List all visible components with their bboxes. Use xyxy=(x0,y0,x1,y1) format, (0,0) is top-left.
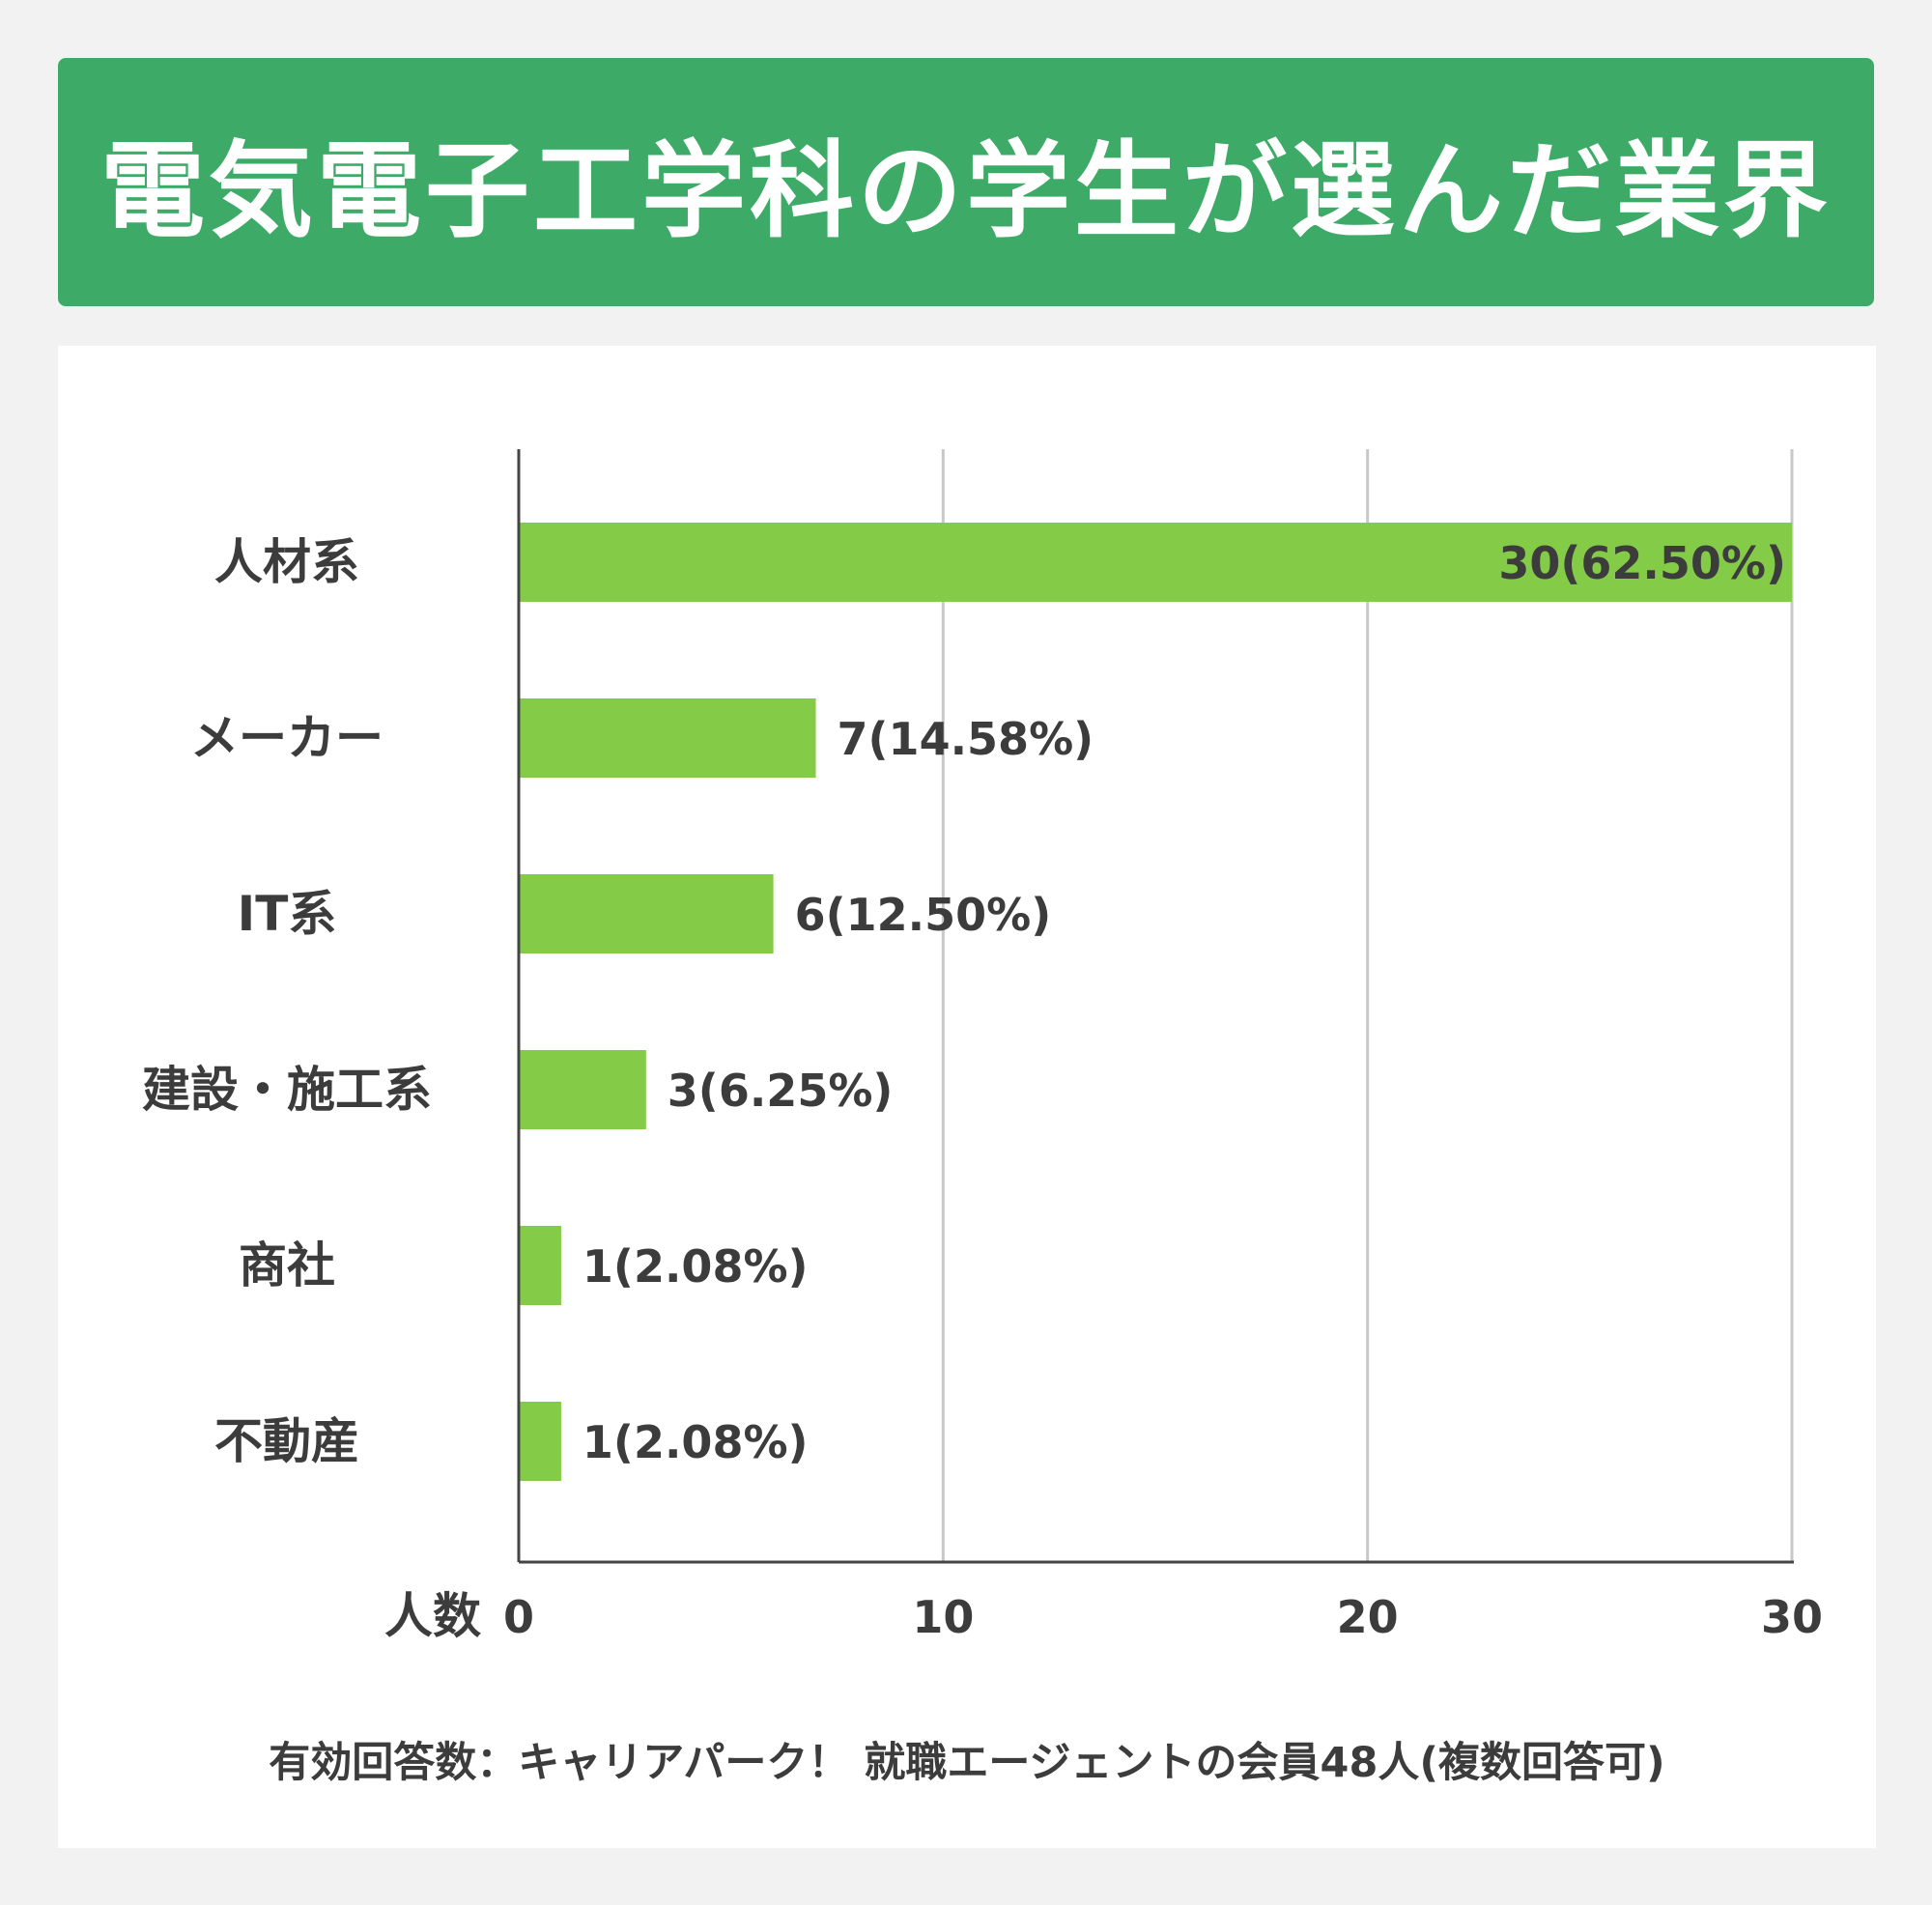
bar xyxy=(519,523,1792,602)
bar xyxy=(519,874,774,953)
category-label: メーカー xyxy=(190,710,384,766)
x-tick-label: 10 xyxy=(912,1591,974,1643)
category-label: 建設・施工系 xyxy=(142,1062,432,1118)
data-label: 7(14.58%) xyxy=(838,713,1094,765)
data-label: 1(2.08%) xyxy=(582,1416,809,1468)
data-label: 30(62.50%) xyxy=(1498,537,1786,589)
x-tick-label: 30 xyxy=(1761,1591,1823,1643)
title-banner: 電気電子工学科の学生が選んだ業界 xyxy=(58,58,1874,306)
data-label: 3(6.25%) xyxy=(668,1065,894,1117)
category-label: IT系 xyxy=(238,886,337,942)
x-tick-label: 0 xyxy=(503,1591,534,1643)
data-label: 1(2.08%) xyxy=(582,1240,809,1293)
category-label: 商社 xyxy=(239,1237,335,1294)
bar xyxy=(519,698,816,778)
footnote: 有効回答数：キャリアパーク！ 就職エージェントの会員48人(複数回答可) xyxy=(269,1739,1665,1787)
category-label: 人材系 xyxy=(214,534,359,590)
category-label: 不動産 xyxy=(214,1413,359,1469)
bar xyxy=(519,1050,646,1129)
x-axis-label: 人数 xyxy=(384,1588,481,1644)
x-tick-label: 20 xyxy=(1337,1591,1399,1643)
chart-title: 電気電子工学科の学生が選んだ業界 xyxy=(99,130,1832,252)
data-label: 6(12.50%) xyxy=(795,889,1052,941)
bar xyxy=(519,1226,561,1305)
bar xyxy=(519,1402,561,1481)
